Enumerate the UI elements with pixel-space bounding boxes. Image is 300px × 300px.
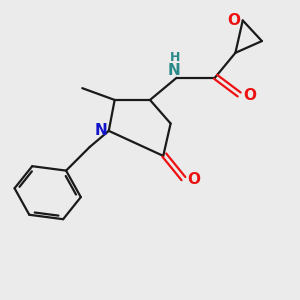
- Text: H: H: [170, 51, 180, 64]
- Text: O: O: [188, 172, 201, 187]
- Text: N: N: [167, 63, 180, 78]
- Text: O: O: [244, 88, 256, 103]
- Text: N: N: [95, 123, 108, 138]
- Text: O: O: [227, 13, 240, 28]
